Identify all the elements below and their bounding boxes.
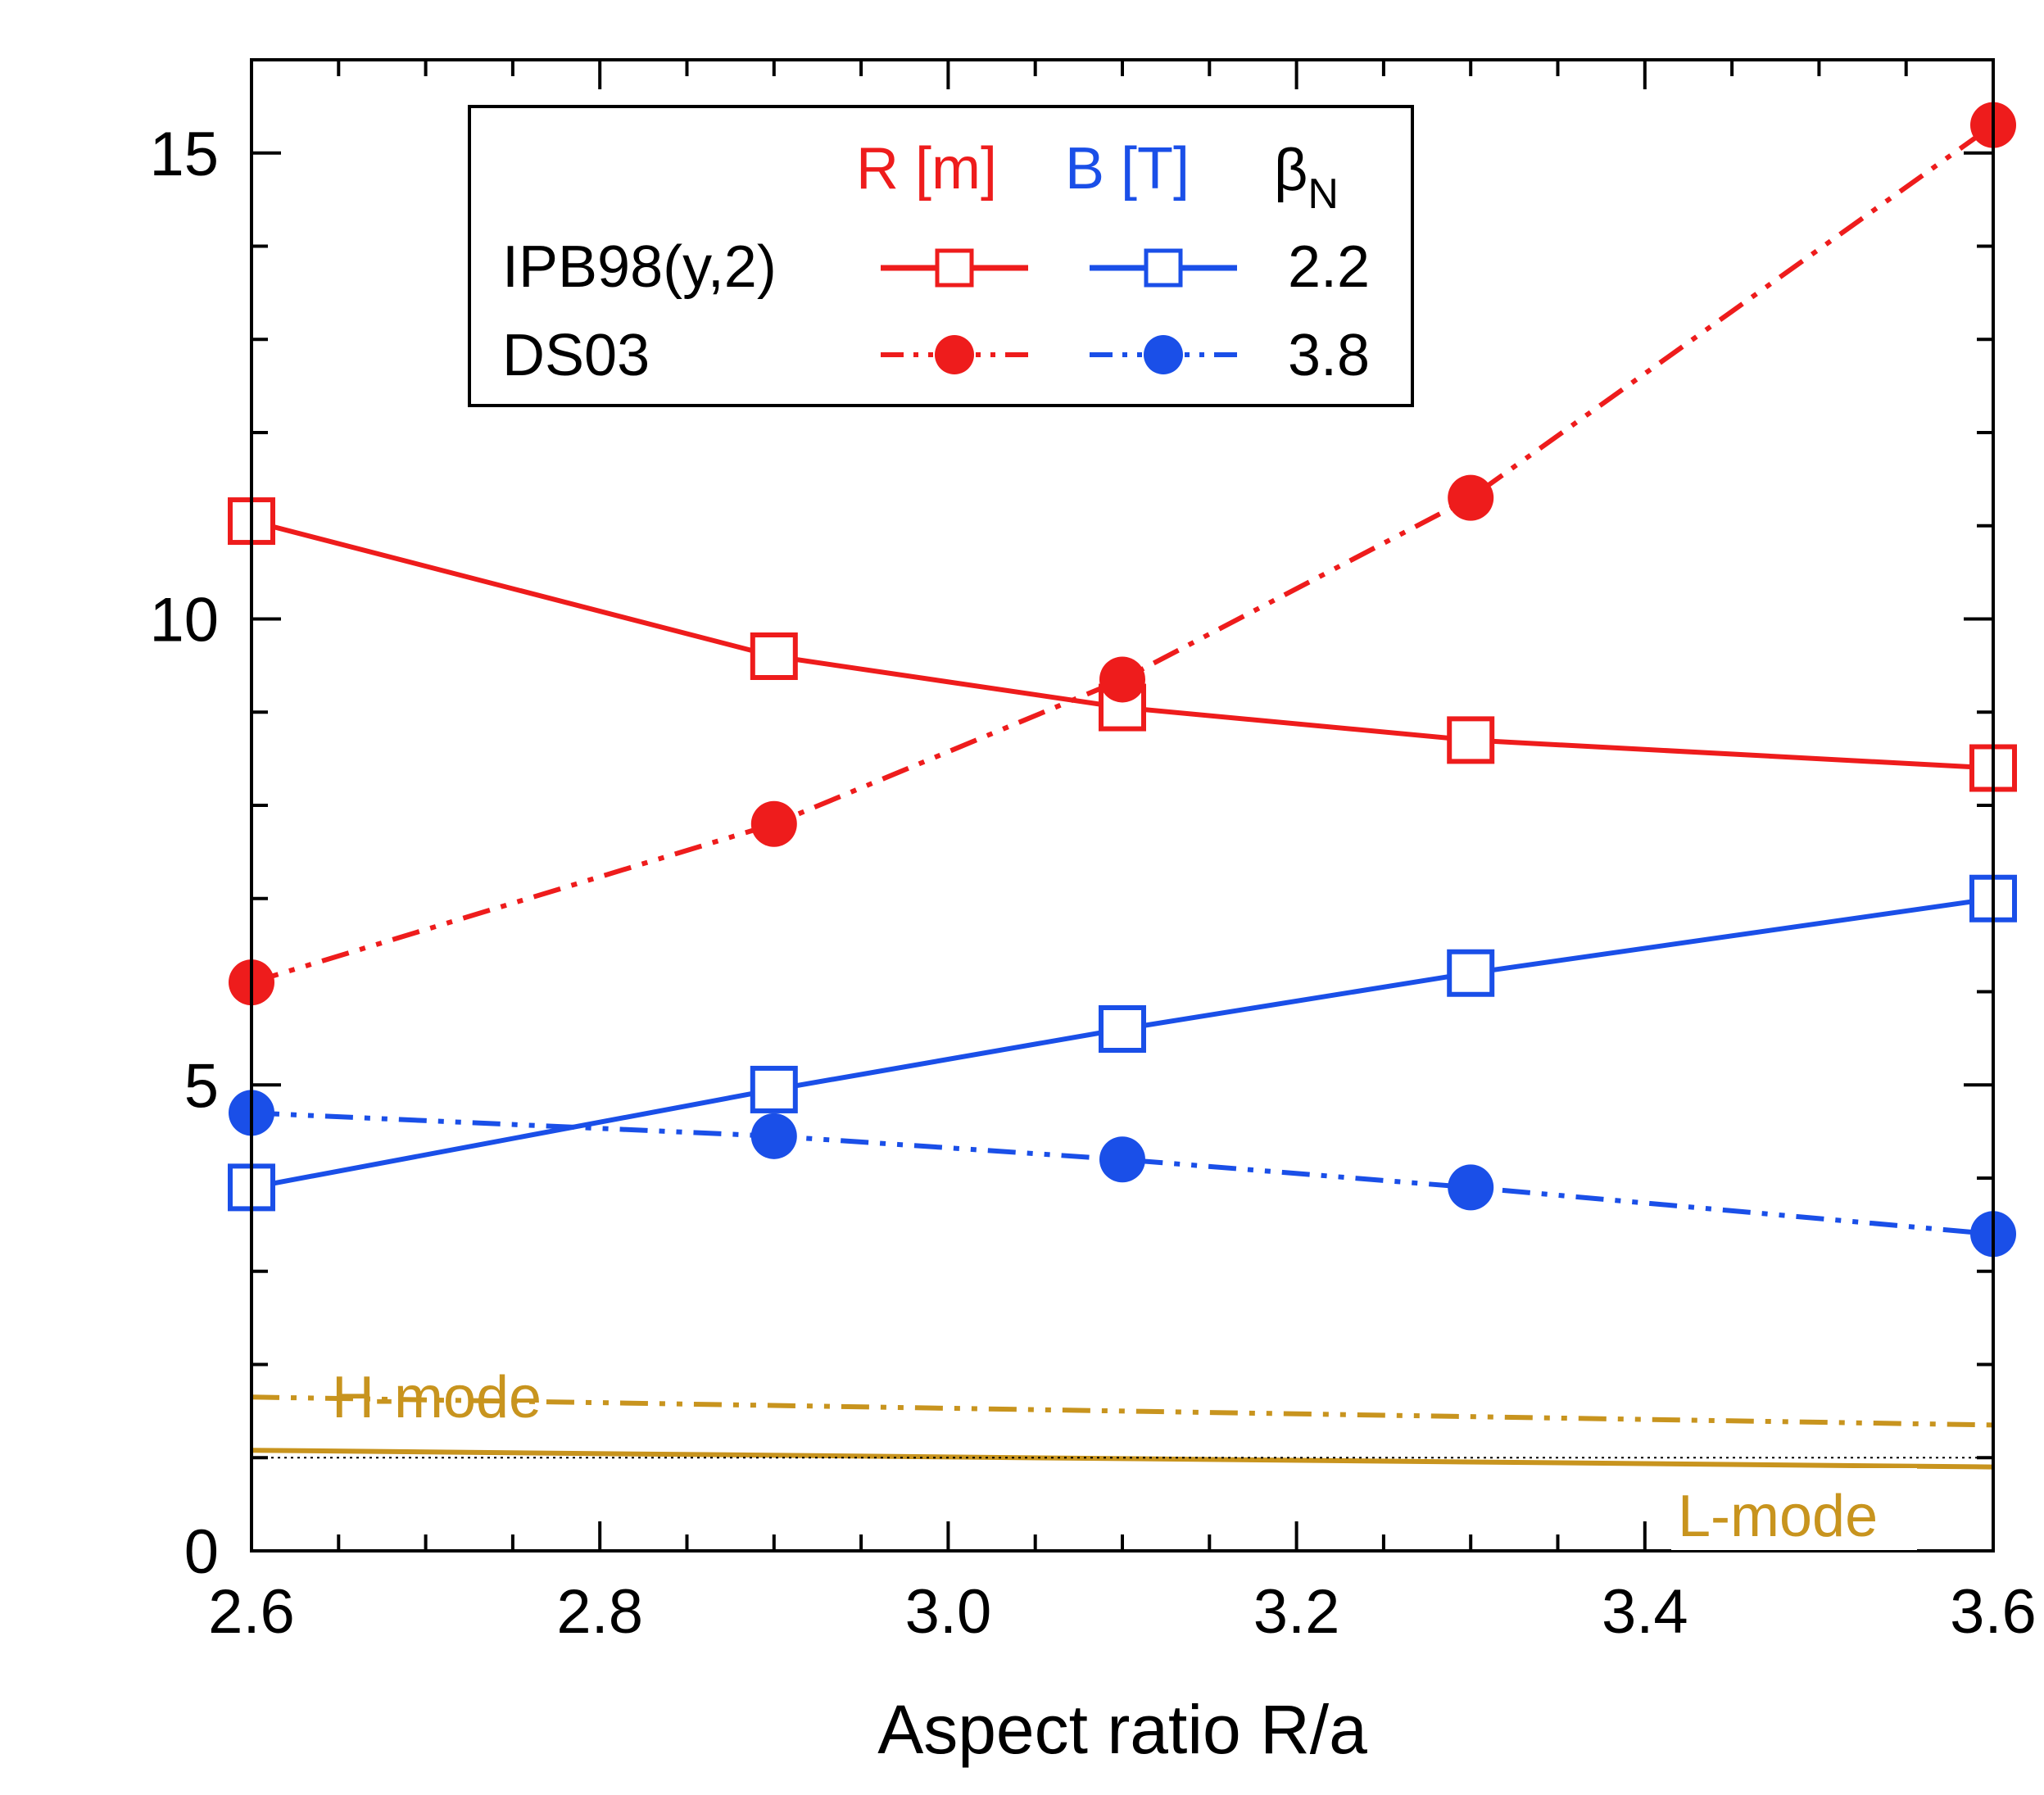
legend-header-b: B [T] — [1065, 136, 1190, 202]
legend-swatch-b-ds03-marker — [1144, 335, 1183, 374]
point-r_ipb — [1447, 716, 1495, 764]
x-axis-label: Aspect ratio R/a — [877, 1691, 1367, 1768]
y-tick-label: 5 — [184, 1051, 219, 1121]
legend-label-ipb98: IPB98(y,2) — [502, 234, 777, 300]
beta-subscript: N — [1308, 170, 1339, 218]
beta-symbol: β — [1274, 138, 1308, 203]
point-b_ipb — [1447, 949, 1495, 997]
point-r_ipb — [750, 632, 798, 680]
y-tick-label: 15 — [149, 120, 219, 189]
x-tick-label: 2.6 — [208, 1577, 295, 1647]
l-mode-label-backing — [1671, 1468, 1917, 1550]
legend-header-r: R [m] — [856, 136, 997, 202]
plot-frame — [250, 58, 1995, 1552]
legend-swatch-r-ds03-marker — [935, 335, 974, 374]
series-line-l_mode — [251, 1448, 1994, 1470]
series-line-h_mode — [251, 1394, 1994, 1428]
x-tick-label: 3.6 — [1950, 1577, 2037, 1647]
y-tick-label: 10 — [149, 586, 219, 655]
legend-beta-ds03: 3.8 — [1288, 323, 1370, 388]
legend-beta-ipb98: 2.2 — [1288, 234, 1370, 300]
x-tick-label: 3.0 — [905, 1577, 992, 1647]
y-tick-label: 0 — [184, 1517, 219, 1587]
point-b_ds — [750, 1113, 797, 1159]
legend: R [m] B [T] βN IPB98(y,2) DS03 2.2 3.8 — [468, 105, 1414, 407]
x-tick-label: 3.2 — [1253, 1577, 1340, 1647]
x-tick-label: 3.4 — [1602, 1577, 1688, 1647]
x-tick-label: 2.8 — [556, 1577, 643, 1647]
axis-ticks: 2.6 2.8 3.0 3.2 3.4 3.6 0 5 10 15 — [149, 58, 2037, 1647]
point-b_ipb — [1099, 1005, 1146, 1053]
point-r_ds — [750, 800, 797, 847]
h-mode-label: H-mode — [332, 1365, 542, 1430]
legend-header-beta: βN — [1274, 138, 1339, 218]
point-b_ds — [1448, 1164, 1494, 1211]
point-b_ds — [1099, 1136, 1145, 1183]
series-layer — [228, 102, 2017, 1470]
point-b_ipb — [750, 1065, 798, 1113]
point-r_ds — [1099, 656, 1145, 703]
legend-swatch-r-ipb98-marker — [935, 248, 974, 288]
l-mode-label: L-mode — [1678, 1484, 1878, 1549]
legend-label-ds03: DS03 — [502, 323, 650, 388]
legend-swatch-b-ipb98-marker — [1144, 248, 1183, 288]
point-r_ds — [1448, 474, 1494, 521]
